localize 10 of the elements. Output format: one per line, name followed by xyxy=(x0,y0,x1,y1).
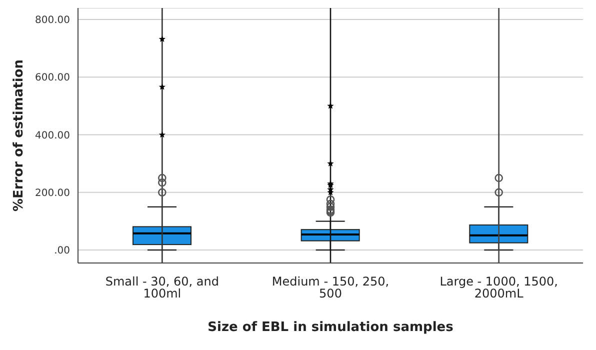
y-tick-label: 800.00 xyxy=(35,15,70,26)
x-tick-label: Large - 1000, 1500, 2000mL xyxy=(440,274,558,301)
x-tick-label: Medium - 150, 250, 500 xyxy=(272,274,390,301)
y-tick-label: 200.00 xyxy=(35,188,70,199)
y-tick-label: 400.00 xyxy=(35,130,70,142)
y-tick-label: .00 xyxy=(54,246,70,257)
y-tick-label: 600.00 xyxy=(35,72,70,84)
x-tick-label: Small - 30, 60, and 100ml xyxy=(105,274,220,301)
y-axis-title: %Error of estimation xyxy=(12,59,27,212)
x-axis-title: Size of EBL in simulation samples xyxy=(208,320,454,335)
